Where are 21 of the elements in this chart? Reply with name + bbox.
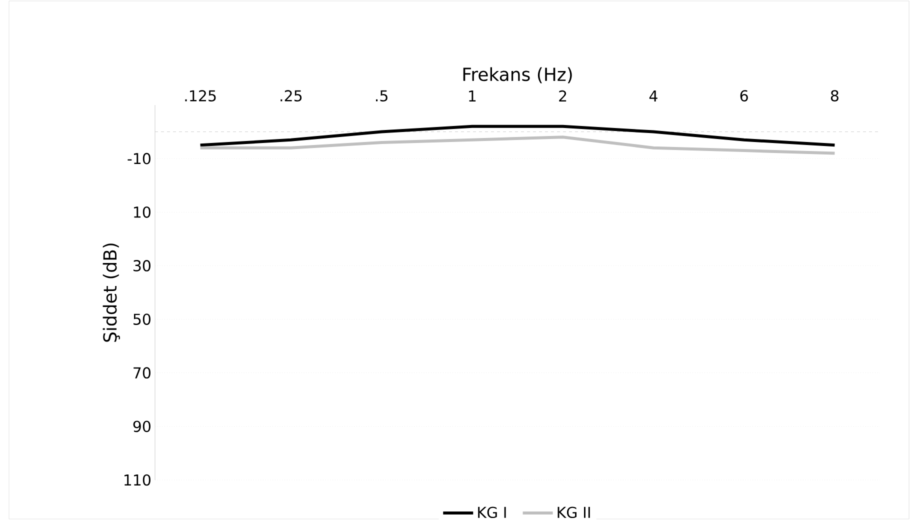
legend-label: KG II [558,506,590,518]
y-tick-label: 50 [134,314,150,325]
y-tick-label: 110 [124,474,150,486]
y-tick-label: 10 [134,206,150,218]
line-series [198,136,836,155]
y-tick-label: 30 [134,260,150,272]
x-tick-label: 8 [830,90,838,102]
y-tick-label: -10 [128,152,150,164]
y-axis-title: Şiddet (dB) [102,244,120,342]
x-tick-label: .5 [376,90,388,102]
legend-label: KG I [478,506,506,518]
x-tick-label: 6 [740,90,748,102]
x-tick-label: 2 [559,90,566,102]
x-tick-label: .25 [280,90,302,102]
y-tick-label: 90 [133,420,150,432]
x-tick-label: .125 [185,90,216,102]
x-tick-label: 1 [469,90,476,102]
x-axis-title: Frekans (Hz) [463,67,572,84]
y-tick-label: 70 [134,367,150,379]
line-series [198,124,836,147]
x-tick-label: 4 [649,90,658,102]
